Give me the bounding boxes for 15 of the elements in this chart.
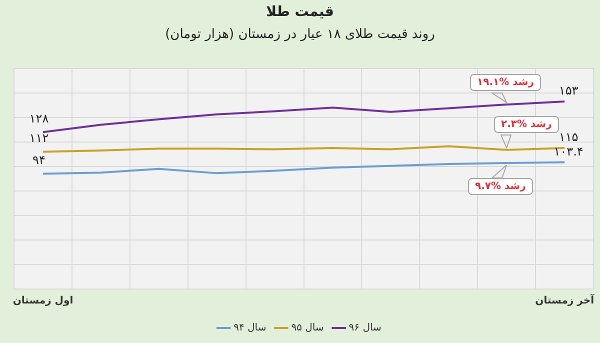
legend-label: سال ۹۶: [348, 322, 382, 334]
annotation: رشد %۹.۷: [468, 178, 533, 195]
x-tick-label: اول زمستان: [12, 296, 74, 307]
annotation: رشد %۱۹.۱: [470, 74, 541, 91]
x-tick-label: آخر زمستان: [535, 294, 595, 307]
data-label: ۱۵۳: [558, 84, 579, 98]
data-label: ۱۱۲: [29, 130, 49, 145]
chart-subtitle: روند قیمت طلای ۱۸ عیار در زمستان (هزار تومان): [165, 26, 435, 42]
chart-title: قیمت طلا: [266, 4, 334, 20]
legend-label: سال ۹۴: [234, 322, 266, 334]
annotation: رشد %۲.۳: [494, 116, 559, 133]
data-label: ۱۲۸: [29, 111, 50, 126]
data-label: ۹۴: [32, 152, 46, 167]
data-label: ۱۱۵: [558, 130, 578, 144]
legend-label: سال ۹۵: [291, 322, 324, 334]
